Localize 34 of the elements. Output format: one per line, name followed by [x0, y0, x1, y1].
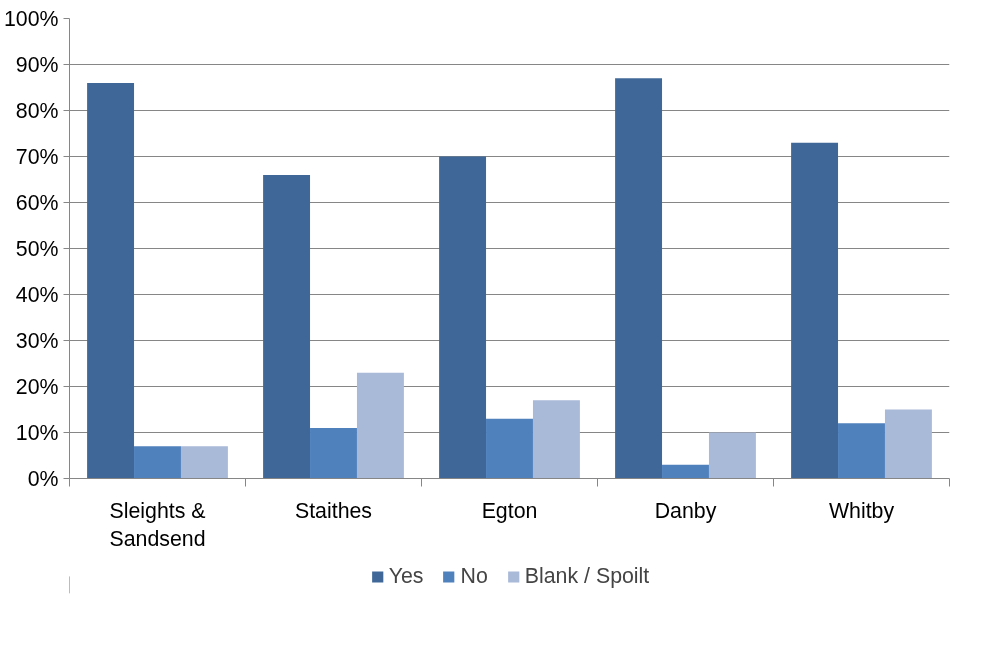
y-tick-label: 10% [15, 420, 59, 445]
y-tick-label: 80% [15, 98, 59, 123]
legend-label: No [460, 563, 488, 589]
bar [356, 372, 404, 479]
y-tick-label: 0% [27, 466, 59, 491]
bar [884, 409, 932, 479]
bar [310, 427, 357, 479]
x-tick-label: Egton [481, 498, 538, 523]
bar [532, 400, 580, 479]
y-tick-label: 20% [15, 374, 59, 399]
bar [838, 423, 885, 479]
y-tick-label: 50% [15, 236, 59, 261]
y-tick-label: 60% [15, 190, 59, 215]
legend-label: Yes [388, 563, 424, 589]
bar [134, 446, 181, 479]
y-tick-label: 70% [15, 144, 59, 169]
x-tick-label: Whitby [828, 498, 895, 523]
bar [439, 156, 487, 479]
y-tick-label: 40% [15, 282, 59, 307]
bar [791, 142, 839, 479]
bar [615, 78, 663, 479]
legend-label: Blank / Spoilt [524, 563, 650, 589]
x-tick-label: Sleights & Sandsend [109, 498, 206, 552]
y-tick-label: 90% [15, 52, 59, 77]
bar [263, 174, 311, 479]
x-tick-label: Danby [654, 498, 717, 523]
bar [87, 82, 135, 479]
y-tick-label: 100% [3, 6, 59, 31]
bar [486, 418, 533, 479]
y-tick-label: 30% [15, 328, 59, 353]
x-tick-label: Staithes [294, 498, 373, 523]
bar [662, 464, 709, 479]
bar [180, 446, 228, 479]
bar [708, 432, 756, 479]
